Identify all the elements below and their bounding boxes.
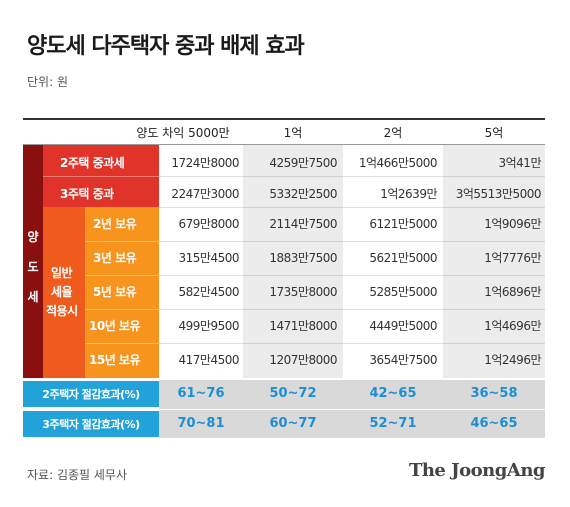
table-cell: 499만9500: [178, 319, 240, 333]
table-cell: 6121만5000: [369, 217, 437, 231]
table-cell: 2114만7500: [269, 217, 337, 231]
row-label-2yr: 2년 보유: [93, 217, 137, 231]
side-label-2: 도: [27, 260, 39, 274]
table-cell: 1억9096만: [484, 217, 541, 231]
savings-value: 46~65: [470, 416, 518, 431]
row-label-15yr: 15년 보유: [89, 353, 141, 367]
col-bg-5: [443, 145, 545, 378]
row-sep: [159, 343, 545, 344]
side-label-3: 세: [27, 290, 39, 304]
table-cell: 3654만7500: [369, 353, 437, 367]
table-cell: 1883만7500: [269, 251, 337, 265]
col-bg-1: [243, 145, 343, 378]
side-group-yangdose: [23, 145, 43, 378]
savings-value: 52~71: [369, 416, 417, 431]
header-rule: [23, 144, 545, 145]
label-sep: [43, 176, 159, 177]
source-note: 자료: 김종필 세무사: [27, 468, 127, 482]
table-cell: 1억7776만: [484, 251, 541, 265]
table-cell: 5621만5000: [369, 251, 437, 265]
table-cell: 315만4500: [178, 251, 240, 265]
side-label-1: 양: [27, 230, 39, 244]
table-cell: 417만4500: [178, 353, 240, 367]
label-sep: [85, 343, 159, 344]
table-cell: 3억41만: [498, 156, 542, 170]
table-cell: 5332만2500: [269, 187, 337, 201]
table-cell: 1억2639만: [380, 187, 437, 201]
tax-table: 양도 차익 5000만 1억 2억 5억 양 도 세 2주택 중과세 3주택 중…: [23, 118, 545, 440]
label-sep: [85, 309, 159, 310]
row-label-10yr: 10년 보유: [89, 319, 141, 333]
header-top-rule: [23, 118, 545, 120]
table-cell: 2247만3000: [171, 187, 239, 201]
savings-value: 61~76: [177, 386, 225, 401]
table-cell: 1억466만5000: [358, 156, 438, 170]
row-sep: [159, 241, 545, 242]
label-sep: [85, 275, 159, 276]
table-cell: 1억4696만: [484, 319, 541, 333]
savings-value: 36~58: [470, 386, 518, 401]
table-cell: 4449만5000: [369, 319, 437, 333]
general-label-1: 일반: [51, 266, 73, 280]
col-bg-5000: [159, 145, 243, 378]
savings-label-3house: 3주택자 절감효과(%): [23, 411, 159, 437]
heavy-tax-label-bg: [43, 145, 159, 207]
holding-period-label-bg: [85, 207, 159, 378]
col-header-2: 2억: [383, 125, 403, 140]
table-cell: 1471만8000: [269, 319, 337, 333]
table-cell: 4259만7500: [269, 156, 337, 170]
savings-value: 42~65: [369, 386, 417, 401]
col-header-5: 5억: [484, 125, 504, 140]
row-sep: [159, 309, 545, 310]
table-cell: 5285만5000: [369, 285, 437, 299]
row-label-3yr: 3년 보유: [93, 251, 137, 265]
label-sep: [85, 241, 159, 242]
col-header-1: 1억: [283, 125, 303, 140]
savings-value: 60~77: [269, 416, 317, 431]
page-title: 양도세 다주택자 중과 배제 효과: [27, 34, 305, 59]
col-bg-2: [343, 145, 443, 378]
row-sep: [159, 176, 545, 177]
general-rate-label-bg: [43, 207, 85, 378]
table-cell: 1735만8000: [269, 285, 337, 299]
col-header-5000: 양도 차익 5000만: [136, 125, 230, 140]
general-label-3: 적용시: [46, 304, 78, 318]
table-cell: 582만4500: [178, 285, 240, 299]
row-label-2house-heavy: 2주택 중과세: [60, 156, 125, 170]
general-label-2: 세율: [51, 285, 73, 299]
row-label-3house-heavy: 3주택 중과: [60, 187, 114, 201]
row-sep: [159, 207, 545, 208]
row-label-5yr: 5년 보유: [93, 285, 137, 299]
savings-value: 50~72: [269, 386, 317, 401]
table-cell: 1억2496만: [484, 353, 541, 367]
savings-sep: [159, 409, 545, 410]
table-cell: 1억6896만: [484, 285, 541, 299]
savings-label-2house: 2주택자 절감효과(%): [23, 381, 159, 407]
row-sep: [159, 275, 545, 276]
brand-logo: The JoongAng: [408, 460, 546, 481]
unit-label: 단위: 원: [27, 75, 68, 89]
savings-value: 70~81: [177, 416, 225, 431]
table-cell: 1724만8000: [171, 156, 239, 170]
table-cell: 679만8000: [178, 217, 240, 231]
table-cell: 3억5513만5000: [455, 187, 542, 201]
table-cell: 1207만8000: [269, 353, 337, 367]
